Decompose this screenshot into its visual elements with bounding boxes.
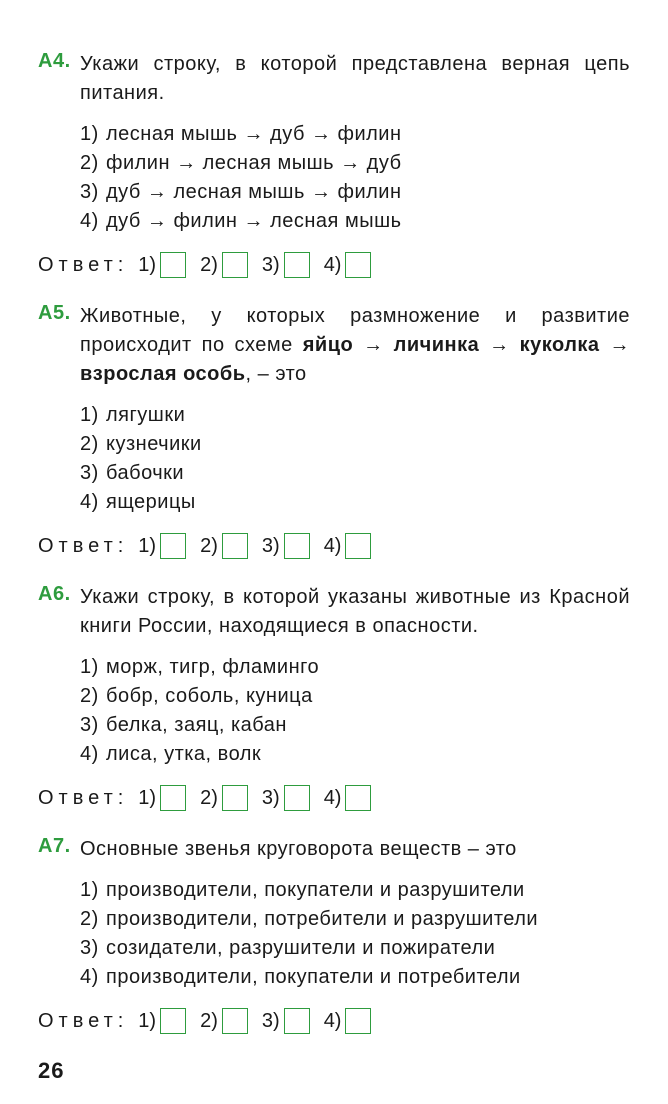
option-2: 2)кузнечики <box>80 430 630 459</box>
answer-box-2[interactable] <box>222 785 248 811</box>
answer-box-2[interactable] <box>222 252 248 278</box>
answer-label: Ответ: <box>38 1010 128 1033</box>
question-a4: А4. Укажи строку, в которой представлена… <box>38 50 630 278</box>
answer-number: 3) <box>262 787 280 810</box>
options-list: 1)производители, покупатели и разрушител… <box>80 876 630 992</box>
question-text: Основные звенья круговорота веществ – эт… <box>80 835 630 864</box>
option-text: производители, потребители и разрушители <box>106 908 538 930</box>
option-4: 4)ящерицы <box>80 488 630 517</box>
answer-box-4[interactable] <box>345 252 371 278</box>
option-1: 1)морж, тигр, фламинго <box>80 653 630 682</box>
option-4: 4)дуб → филин → лесная мышь <box>80 207 630 236</box>
answer-number: 2) <box>200 787 218 810</box>
option-1: 1)лягушки <box>80 401 630 430</box>
answer-number: 2) <box>200 254 218 277</box>
question-label: А6. <box>38 583 80 606</box>
answer-box-4[interactable] <box>345 1008 371 1034</box>
answer-number: 4) <box>324 535 342 558</box>
option-text: лесная мышь → дуб → филин <box>106 123 402 145</box>
option-3: 3)созидатели, разрушители и пожиратели <box>80 934 630 963</box>
option-2: 2)филин → лесная мышь → дуб <box>80 149 630 178</box>
question-header: А4. Укажи строку, в которой представлена… <box>38 50 630 108</box>
question-a6: А6. Укажи строку, в которой указаны живо… <box>38 583 630 811</box>
answer-number: 3) <box>262 535 280 558</box>
option-4: 4)лиса, утка, волк <box>80 740 630 769</box>
answer-box-3[interactable] <box>284 252 310 278</box>
answer-number: 2) <box>200 535 218 558</box>
answer-box-4[interactable] <box>345 533 371 559</box>
option-text: бабочки <box>106 462 184 484</box>
answer-number: 1) <box>138 1010 156 1033</box>
answer-box-2[interactable] <box>222 533 248 559</box>
question-text: Животные, у которых размножение и развит… <box>80 302 630 389</box>
answer-box-4[interactable] <box>345 785 371 811</box>
answer-label: Ответ: <box>38 787 128 810</box>
answer-box-1[interactable] <box>160 1008 186 1034</box>
question-label: А4. <box>38 50 80 73</box>
option-3: 3)бабочки <box>80 459 630 488</box>
answer-row: Ответ: 1) 2) 3) 4) <box>38 533 630 559</box>
answer-number: 2) <box>200 1010 218 1033</box>
answer-box-1[interactable] <box>160 533 186 559</box>
option-text: ящерицы <box>106 491 196 513</box>
answer-box-3[interactable] <box>284 533 310 559</box>
options-list: 1)морж, тигр, фламинго 2)бобр, соболь, к… <box>80 653 630 769</box>
option-1: 1)производители, покупатели и разрушител… <box>80 876 630 905</box>
option-text: дуб → лесная мышь → филин <box>106 181 402 203</box>
option-2: 2)производители, потребители и разрушите… <box>80 905 630 934</box>
option-1: 1)лесная мышь → дуб → филин <box>80 120 630 149</box>
question-text: Укажи строку, в которой указаны животные… <box>80 583 630 641</box>
option-4: 4)производители, покупатели и потребител… <box>80 963 630 992</box>
option-3: 3)дуб → лесная мышь → филин <box>80 178 630 207</box>
option-text: производители, покупатели и потребители <box>106 966 521 988</box>
options-list: 1)лягушки 2)кузнечики 3)бабочки 4)ящериц… <box>80 401 630 517</box>
question-header: А7. Основные звенья круговорота веществ … <box>38 835 630 864</box>
option-text: производители, покупатели и разрушители <box>106 879 525 901</box>
answer-box-3[interactable] <box>284 785 310 811</box>
option-text: бобр, соболь, куница <box>106 685 313 707</box>
answer-box-2[interactable] <box>222 1008 248 1034</box>
answer-number: 1) <box>138 535 156 558</box>
option-3: 3)белка, заяц, кабан <box>80 711 630 740</box>
option-2: 2)бобр, соболь, куница <box>80 682 630 711</box>
answer-number: 1) <box>138 787 156 810</box>
answer-number: 4) <box>324 1010 342 1033</box>
option-text: белка, заяц, кабан <box>106 714 287 736</box>
option-text: лиса, утка, волк <box>106 743 261 765</box>
option-text: морж, тигр, фламинго <box>106 656 319 678</box>
question-header: А6. Укажи строку, в которой указаны живо… <box>38 583 630 641</box>
answer-box-3[interactable] <box>284 1008 310 1034</box>
answer-number: 3) <box>262 1010 280 1033</box>
option-text: лягушки <box>106 404 185 426</box>
worksheet-page: А4. Укажи строку, в которой представлена… <box>0 0 668 1104</box>
answer-box-1[interactable] <box>160 252 186 278</box>
answer-number: 3) <box>262 254 280 277</box>
option-text: кузнечики <box>106 433 202 455</box>
option-text: филин → лесная мышь → дуб <box>106 152 402 174</box>
option-text: дуб → филин → лесная мышь <box>106 210 402 232</box>
answer-row: Ответ: 1) 2) 3) 4) <box>38 1008 630 1034</box>
answer-label: Ответ: <box>38 254 128 277</box>
question-header: А5. Животные, у которых размножение и ра… <box>38 302 630 389</box>
answer-row: Ответ: 1) 2) 3) 4) <box>38 785 630 811</box>
question-text: Укажи строку, в которой представлена вер… <box>80 50 630 108</box>
answer-box-1[interactable] <box>160 785 186 811</box>
answer-number: 4) <box>324 254 342 277</box>
answer-row: Ответ: 1) 2) 3) 4) <box>38 252 630 278</box>
answer-number: 1) <box>138 254 156 277</box>
question-a7: А7. Основные звенья круговорота веществ … <box>38 835 630 1034</box>
question-label: А7. <box>38 835 80 858</box>
question-label: А5. <box>38 302 80 325</box>
question-a5: А5. Животные, у которых размножение и ра… <box>38 302 630 559</box>
option-text: созидатели, разрушители и пожиратели <box>106 937 495 959</box>
options-list: 1)лесная мышь → дуб → филин 2)филин → ле… <box>80 120 630 236</box>
answer-number: 4) <box>324 787 342 810</box>
answer-label: Ответ: <box>38 535 128 558</box>
page-number: 26 <box>38 1058 630 1084</box>
